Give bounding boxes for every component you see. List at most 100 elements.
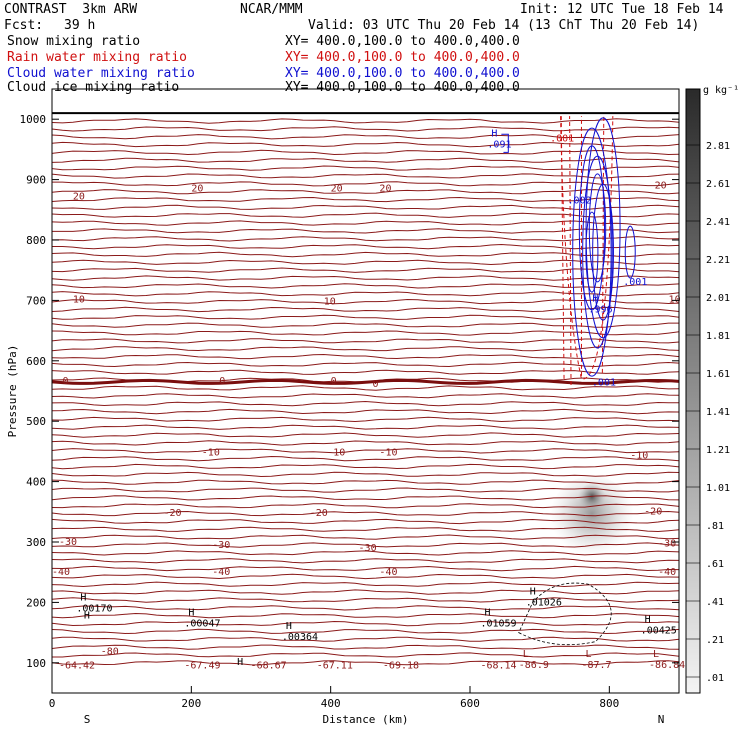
temperature-contour — [52, 267, 679, 273]
temperature-contour-label: -67.11 — [317, 661, 353, 672]
high-low-marker: H — [80, 592, 86, 603]
temperature-contour — [52, 283, 679, 289]
y-tick-label: 700 — [26, 294, 46, 307]
y-tick-label: 100 — [26, 657, 46, 670]
field-name-cloud-water: Cloud water mixing ratio — [7, 66, 195, 81]
temperature-contour-label: 20 — [655, 180, 667, 191]
temperature-contour — [52, 385, 679, 391]
temperature-contour-label: 20 — [331, 183, 343, 194]
temperature-contour — [52, 448, 679, 454]
temperature-contour-label: 0 — [331, 376, 337, 387]
temperature-contour — [52, 212, 679, 218]
temperature-contour — [52, 338, 679, 344]
temperature-contour — [52, 612, 679, 619]
temperature-contour — [52, 220, 679, 226]
temperature-contour — [52, 455, 679, 462]
high-low-value: .001 — [550, 133, 574, 144]
field-xy-snow: XY= 400.0,100.0 to 400.0,400.0 — [285, 34, 520, 49]
x-axis-label: Distance (km) — [322, 713, 408, 726]
x-tick-label: 0 — [49, 697, 56, 710]
high-low-value: .00364 — [282, 632, 318, 643]
temperature-contour-label: 20 — [191, 183, 203, 194]
y-tick-label: 800 — [26, 234, 46, 247]
temperature-contour — [52, 597, 679, 603]
colorbar-label: .21 — [706, 635, 724, 646]
colorbar-label: 2.61 — [706, 179, 730, 190]
temperature-contour-label: -69.18 — [383, 661, 419, 672]
field-name-snow: Snow mixing ratio — [7, 34, 141, 49]
temperature-contour — [52, 503, 679, 509]
temperature-contour-label: -68.67 — [251, 661, 287, 672]
temperature-contour-label: -40 — [658, 567, 676, 578]
temperature-contour — [52, 251, 679, 258]
temperature-contour — [52, 479, 679, 485]
temperature-contour-label: -10 — [630, 450, 648, 461]
temperature-contour-label: -20 — [163, 508, 181, 519]
temperature-contour — [52, 495, 679, 501]
temperature-contour — [52, 440, 679, 446]
temperature-contour — [52, 330, 679, 336]
high-low-marker: L — [585, 649, 591, 660]
temperature-contour — [52, 291, 679, 297]
temperature-contour — [52, 173, 679, 179]
temperature-contour — [52, 126, 679, 132]
temperature-contour-label: -10 — [379, 447, 397, 458]
temperature-contour — [52, 228, 679, 234]
colorbar-label: 2.81 — [706, 141, 730, 152]
temperature-contour-label: -40 — [379, 567, 397, 578]
high-low-marker: H — [237, 657, 243, 668]
cloud-water-contour — [624, 225, 636, 279]
cloud-water-contour — [585, 211, 599, 293]
temperature-contour — [52, 652, 679, 658]
temperature-contour-label: -30 — [359, 543, 377, 554]
temperature-contour — [52, 149, 679, 156]
temperature-contour-label: 20 — [73, 191, 85, 202]
high-low-marker: H — [286, 621, 292, 632]
colorbar-label: 1.61 — [706, 369, 730, 380]
temperature-contour-label: -10 — [327, 447, 345, 458]
temperature-contour — [52, 243, 679, 250]
colorbar-unit: g kg⁻¹ — [703, 85, 739, 96]
temperature-contour — [52, 408, 679, 415]
high-low-value: -86.9 — [519, 660, 549, 671]
high-low-marker: H — [645, 615, 651, 626]
x-axis-end-label: N — [658, 713, 665, 726]
cloud-water-contour — [588, 173, 607, 283]
temperature-contour — [52, 141, 679, 148]
forecast-hour: 39 h — [64, 18, 96, 33]
field-xy-cloud-ice: XY= 400.0,100.0 to 400.0,400.0 — [285, 80, 520, 95]
plot-frame — [51, 88, 680, 694]
center-title: NCAR/MMM — [240, 2, 303, 17]
temperature-contour — [52, 432, 679, 438]
temperature-contour — [52, 393, 679, 399]
temperature-contour — [52, 628, 679, 635]
high-low-value: .001 — [623, 277, 647, 288]
colorbar-label: 1.41 — [706, 407, 730, 418]
cloud-water-contour — [572, 127, 612, 377]
temperature-contour-label: -64.42 — [59, 661, 95, 672]
temperature-contour-label: 0 — [62, 376, 68, 387]
high-low-value: .001 — [592, 378, 616, 389]
temperature-contour-label: 0 — [219, 376, 225, 387]
high-low-value: .091 — [487, 140, 511, 151]
high-low-value: .01026 — [526, 597, 562, 608]
y-tick-label: 600 — [26, 355, 46, 368]
high-low-value: .996 — [588, 304, 612, 315]
temperature-contour-label: -20 — [644, 507, 662, 518]
temperature-contour-label: -40 — [52, 567, 70, 578]
temperature-contour — [52, 510, 679, 517]
temperature-contour — [52, 471, 679, 478]
high-low-marker: H — [188, 608, 194, 619]
field-name-rain: Rain water mixing ratio — [7, 50, 188, 65]
colorbar — [685, 88, 701, 694]
y-axis-label: Pressure (hPa) — [6, 345, 19, 438]
temperature-contour — [52, 236, 679, 242]
temperature-contour-label: 0 — [372, 379, 378, 390]
temperature-contour — [52, 275, 679, 281]
y-tick-label: 900 — [26, 174, 46, 187]
high-low-value: .00425 — [641, 626, 677, 637]
field-xy-rain: XY= 400.0,100.0 to 400.0,400.0 — [285, 50, 520, 65]
temperature-contour — [52, 346, 679, 352]
init-time: Init: 12 UTC Tue 18 Feb 14 — [520, 2, 724, 17]
